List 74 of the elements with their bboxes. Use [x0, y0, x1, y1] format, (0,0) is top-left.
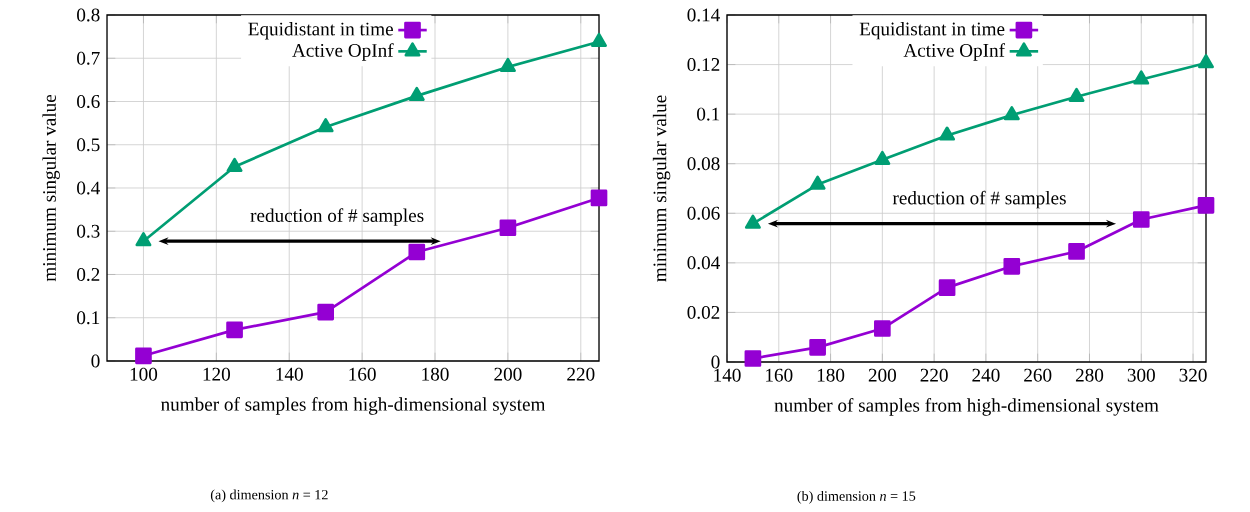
point: [938, 279, 956, 296]
x-tick-label: 320: [1179, 368, 1207, 382]
point: [1003, 106, 1020, 121]
x-tick-label: 100: [130, 367, 158, 381]
point: [408, 86, 425, 102]
annotation: reduction of # samples: [250, 208, 424, 226]
y-tick-label: 0.12: [687, 58, 720, 72]
point: [591, 32, 607, 47]
point: [1003, 257, 1021, 275]
x-tick-label: 220: [567, 367, 595, 381]
x-tick-label: 120: [203, 367, 230, 381]
point: [1133, 70, 1150, 85]
x-tick-label: 260: [1024, 368, 1052, 382]
y-tick-label: 0.7: [77, 51, 100, 65]
point: [226, 157, 243, 172]
legend-label: Active OpInf: [903, 43, 1005, 61]
y-tick-label: 0: [711, 355, 720, 369]
point: [1197, 197, 1215, 214]
point: [317, 303, 335, 321]
x-tick-label: 300: [1127, 368, 1155, 382]
y-tick-label: 0.4: [77, 181, 100, 195]
legend-label: Active OpInf: [292, 43, 394, 61]
text: (a) dimension n = 12: [210, 489, 328, 503]
point: [1068, 87, 1085, 102]
point: [1132, 211, 1150, 228]
x-tick-label: 220: [920, 368, 948, 382]
point: [744, 350, 762, 367]
text: (b) dimension n = 15: [797, 490, 916, 504]
x-axis-title: number of samples from high-dimensional system: [161, 397, 546, 415]
x-tick-label: 160: [766, 368, 793, 382]
x-tick-label: 140: [714, 368, 741, 382]
legend-label: Equidistant in time: [859, 21, 1005, 40]
x-tick-label: 180: [817, 368, 845, 382]
point: [408, 243, 426, 261]
x-tick-label: 160: [349, 367, 376, 381]
point: [499, 219, 517, 237]
point: [809, 339, 826, 356]
point: [939, 126, 956, 141]
y-tick-label: 0.8: [77, 8, 100, 22]
point: [317, 118, 334, 133]
y-tick-label: 0.3: [77, 224, 100, 238]
x-tick-label: 140: [276, 367, 303, 381]
y-tick-label: 0.14: [687, 8, 720, 22]
y-axis-title: minimum singular value: [42, 94, 60, 282]
x-tick-label: 200: [494, 367, 522, 381]
point: [809, 175, 826, 190]
point: [1198, 54, 1214, 69]
y-tick-label: 0.08: [687, 157, 720, 171]
x-axis-title: number of samples from high-dimensional system: [774, 398, 1159, 416]
point: [590, 189, 608, 207]
point: [744, 214, 761, 229]
y-tick-label: 0: [91, 354, 100, 368]
y-tick-label: 0.6: [77, 95, 100, 108]
point: [1068, 243, 1085, 260]
y-axis-title: minimum singular value: [652, 95, 671, 282]
y-tick-label: 0.2: [77, 268, 100, 281]
x-tick-label: 180: [422, 367, 449, 381]
point: [135, 232, 152, 247]
x-tick-label: 280: [1075, 368, 1104, 382]
point: [135, 347, 152, 365]
x-tick-label: 200: [868, 368, 897, 382]
point: [499, 57, 516, 73]
y-tick-label: 0.1: [77, 311, 100, 325]
y-tick-label: 0.06: [687, 206, 720, 220]
point: [874, 320, 891, 337]
y-tick-label: 0.5: [77, 138, 100, 152]
y-tick-label: 0.04: [687, 256, 720, 270]
legend-label: Equidistant in time: [248, 22, 393, 40]
point: [226, 321, 243, 339]
point: [874, 150, 891, 165]
x-tick-label: 240: [972, 368, 1000, 382]
y-tick-label: 0.1: [697, 107, 720, 121]
y-tick-label: 0.02: [687, 305, 720, 319]
annotation: reduction of # samples: [892, 190, 1066, 209]
